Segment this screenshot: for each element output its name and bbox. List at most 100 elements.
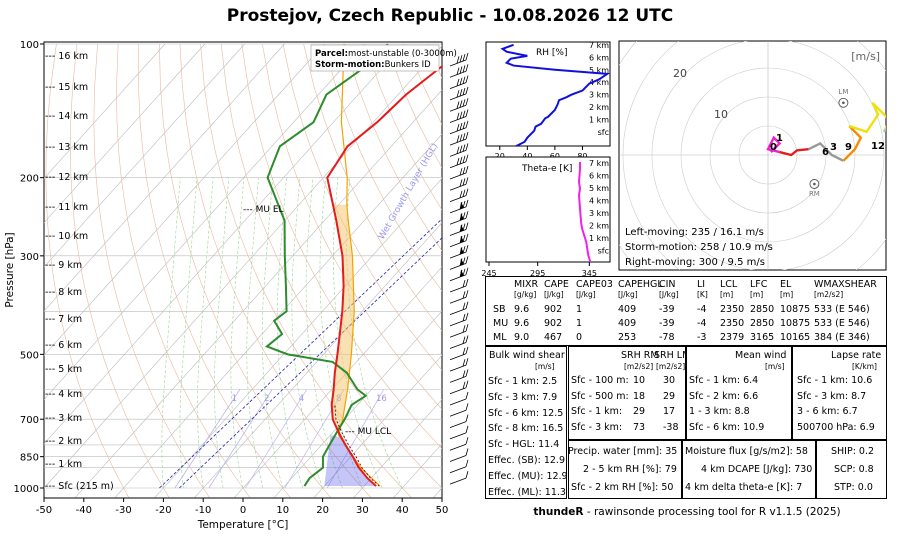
param-value: 1 (576, 318, 583, 329)
mean-wind-box: Mean wind [m/s] Sfc - 1 km: 6.4 Sfc - 2 k… (686, 346, 792, 440)
pressure-tick-label: 1000 (14, 484, 39, 495)
wind-barb-flag (465, 143, 469, 151)
param-header: MIXR (514, 279, 539, 290)
wind-barb-flag (456, 146, 460, 154)
wind-barb-flag (462, 302, 466, 310)
bulk-shear-header: Bulk wind shear (489, 350, 565, 361)
wind-barb-shaft (449, 398, 467, 406)
wind-barb-flag (459, 77, 463, 85)
scp: SCP: 0.8 (834, 464, 874, 475)
wind-barb-flag (462, 133, 466, 141)
ship: SHIP: 0.2 (831, 446, 875, 457)
bulk-shear-row: Effec. (MU): 12.9 (488, 470, 568, 482)
isotherm (114, 133, 442, 498)
param-value: 10875 (780, 304, 811, 315)
skewt-x-label: Temperature [°C] (197, 519, 289, 531)
hodo-ring (680, 67, 856, 243)
wind-barb-flag (465, 346, 469, 354)
lapse-rate-row: 500700 hPa: 6.9 (797, 421, 875, 433)
param-value: 0 (576, 332, 583, 343)
isotherm (75, 89, 442, 498)
temperature-tick-label: -30 (115, 505, 131, 516)
srh-row-label: Sfc - 1 km: (571, 406, 623, 417)
dry-adiabat (468, 44, 480, 497)
wind-barb-flag (456, 157, 460, 166)
mu-el-label: --- MU EL (243, 205, 284, 215)
moist-adiabat (214, 177, 230, 489)
theta-km-label: 6 km (589, 172, 609, 181)
wind-barb-pennant (460, 235, 464, 243)
wind-barb-flag (462, 381, 466, 389)
rh-line (500, 43, 611, 147)
rh-km-label: 6 km (589, 53, 609, 62)
theta-km-label: 2 km (589, 222, 609, 231)
wind-barb-flag (456, 90, 460, 98)
mean-wind-header: Mean wind (735, 350, 787, 361)
wind-barb-flag (465, 222, 469, 230)
lapse-rate-row: 3 - 6 km: 6.7 (797, 406, 858, 417)
wind-barb (449, 165, 469, 180)
wind-barb-flag (462, 76, 466, 84)
wind-barb-pennant (460, 213, 464, 221)
moist-adiabat (197, 177, 214, 489)
theta-km-label: 3 km (589, 209, 609, 218)
isotherm (44, 43, 405, 445)
srh-lm-header: SRH LM (654, 350, 691, 361)
wind-barb-shaft (449, 455, 467, 462)
wind-barb-flag (462, 99, 466, 107)
temperature-tick-label: -10 (195, 505, 211, 516)
wind-barb-flag (465, 188, 469, 196)
isotherm (44, 43, 166, 179)
srh-lm-value: 17 (663, 406, 676, 417)
wind-barb (449, 109, 469, 123)
wind-barb (449, 143, 469, 157)
rh-km-label: 3 km (589, 91, 609, 100)
virtual-temperature-line (334, 404, 380, 487)
hodo-height-label: 3 (830, 142, 837, 153)
wind-barb-flag (459, 156, 463, 165)
height-label: --- 4 km (45, 389, 82, 400)
wind-barb-shaft (449, 195, 467, 202)
wind-barb-pennant (460, 247, 464, 255)
param-unit: [m] (780, 290, 794, 299)
wind-barb (449, 256, 469, 270)
hodo-height-label: 0 (770, 142, 777, 153)
param-value: -39 (659, 318, 675, 329)
param-value: 9.6 (514, 318, 530, 329)
param-value: 902 (544, 304, 563, 315)
wind-barb (449, 312, 469, 327)
wind-barb-flag (462, 53, 466, 62)
param-unit: [J/kg] (659, 290, 679, 299)
rh-km-label: 2 km (589, 103, 609, 112)
moist-adiabat (291, 177, 323, 489)
wind-barb-pennant (460, 201, 464, 209)
mixing-ratio-line (245, 389, 308, 489)
wind-barb-shaft (449, 183, 467, 191)
wind-barb (449, 459, 469, 474)
wind-barb-flag (465, 425, 469, 434)
dry-adiabat (70, 43, 170, 498)
wind-barb-flag (465, 290, 469, 298)
rm-label: RM (809, 190, 820, 198)
rh-panel: 20 40 60 807 km6 km5 km4 km3 km2 km1 kmsfc … (485, 41, 611, 160)
wind-barb-flag (465, 98, 469, 106)
bulk-shear-box: Bulk wind shear [m/s] Sfc - 1 km: 2.5 Sfc… (485, 346, 568, 499)
wind-barb (449, 199, 469, 214)
wind-barb-flag (459, 66, 463, 74)
height-label: --- 7 km (45, 314, 82, 325)
hodo-ring (738, 125, 798, 185)
wind-barb-shaft (449, 285, 467, 293)
wind-barb (449, 177, 469, 191)
wind-barb-flag (462, 325, 466, 333)
wind-barb-flag (465, 256, 469, 264)
height-label: --- 16 km (45, 51, 88, 62)
wind-barb-flag (462, 166, 466, 175)
isotherm (44, 43, 285, 312)
wind-barb-shaft (449, 477, 467, 485)
hodo-height-label: 1 (776, 133, 783, 144)
param-header: LI (697, 279, 706, 290)
srh-rm-value: 10 (633, 375, 646, 386)
temperature-tick-label: -20 (155, 505, 171, 516)
param-value: 3165 (750, 332, 775, 343)
wind-barb (449, 52, 469, 67)
